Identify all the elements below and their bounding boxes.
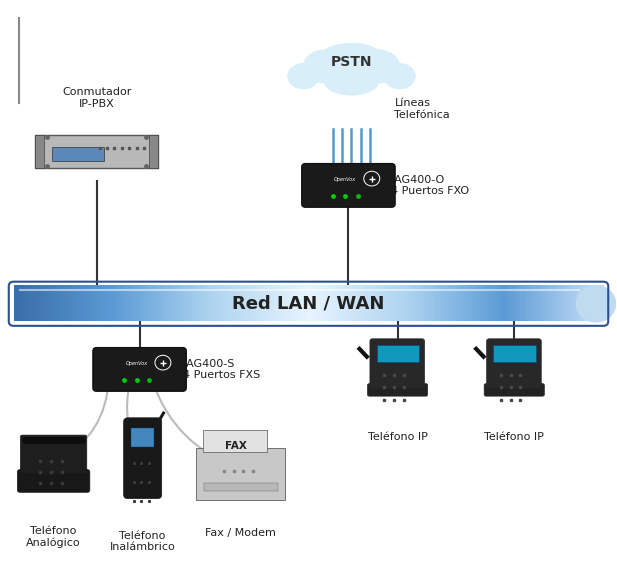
Text: Teléfono
Analógico: Teléfono Analógico <box>27 526 81 549</box>
Ellipse shape <box>325 67 379 95</box>
Text: OpenVox: OpenVox <box>334 178 357 182</box>
Ellipse shape <box>358 50 400 83</box>
FancyBboxPatch shape <box>35 135 158 168</box>
FancyBboxPatch shape <box>487 339 541 387</box>
FancyBboxPatch shape <box>20 435 87 473</box>
FancyBboxPatch shape <box>35 135 44 168</box>
FancyBboxPatch shape <box>131 428 154 447</box>
FancyBboxPatch shape <box>17 469 90 492</box>
Text: iAG400-S
4 Puertos FXS: iAG400-S 4 Puertos FXS <box>183 358 260 380</box>
Text: Fax / Modem: Fax / Modem <box>205 528 276 538</box>
FancyBboxPatch shape <box>202 430 267 452</box>
FancyBboxPatch shape <box>368 384 428 396</box>
FancyBboxPatch shape <box>302 164 395 207</box>
FancyBboxPatch shape <box>377 345 419 362</box>
Ellipse shape <box>316 43 387 82</box>
FancyBboxPatch shape <box>123 418 162 498</box>
Text: Teléfono IP: Teléfono IP <box>368 432 428 442</box>
FancyBboxPatch shape <box>484 384 544 396</box>
FancyBboxPatch shape <box>196 448 286 500</box>
Text: Líneas
Telefónica: Líneas Telefónica <box>394 98 450 119</box>
Text: Teléfono
Inalámbrico: Teléfono Inalámbrico <box>110 531 175 552</box>
Text: Teléfono IP: Teléfono IP <box>484 432 544 442</box>
Circle shape <box>576 286 616 322</box>
Ellipse shape <box>304 50 346 83</box>
Text: PSTN: PSTN <box>331 55 372 69</box>
Text: Conmutador
IP-PBX: Conmutador IP-PBX <box>62 88 131 109</box>
FancyBboxPatch shape <box>494 345 536 362</box>
Text: Red LAN / WAN: Red LAN / WAN <box>233 295 384 313</box>
FancyBboxPatch shape <box>370 339 424 387</box>
FancyBboxPatch shape <box>149 135 158 168</box>
Text: iAG400-O
4 Puertos FXO: iAG400-O 4 Puertos FXO <box>391 175 470 196</box>
Text: FAX: FAX <box>225 441 247 451</box>
FancyBboxPatch shape <box>93 348 186 391</box>
Ellipse shape <box>288 64 319 89</box>
FancyBboxPatch shape <box>204 483 278 491</box>
Text: OpenVox: OpenVox <box>125 361 147 366</box>
FancyBboxPatch shape <box>52 147 104 160</box>
Ellipse shape <box>384 64 415 89</box>
